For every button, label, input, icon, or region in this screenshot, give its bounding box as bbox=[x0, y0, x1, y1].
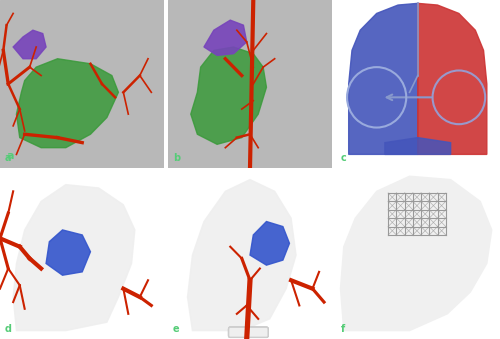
Text: d: d bbox=[5, 324, 12, 334]
Polygon shape bbox=[188, 180, 296, 331]
Polygon shape bbox=[250, 221, 290, 265]
Text: a: a bbox=[5, 153, 12, 163]
Text: f: f bbox=[340, 324, 344, 334]
Text: e: e bbox=[172, 324, 180, 334]
Polygon shape bbox=[46, 230, 90, 275]
Polygon shape bbox=[13, 185, 135, 331]
Polygon shape bbox=[385, 138, 450, 154]
Text: a: a bbox=[6, 151, 14, 161]
Polygon shape bbox=[418, 3, 487, 154]
Polygon shape bbox=[340, 176, 492, 331]
FancyBboxPatch shape bbox=[228, 327, 268, 337]
Text: c: c bbox=[340, 153, 346, 163]
Polygon shape bbox=[16, 59, 118, 148]
Polygon shape bbox=[204, 20, 246, 55]
Polygon shape bbox=[0, 0, 164, 168]
Text: b: b bbox=[172, 153, 180, 163]
FancyBboxPatch shape bbox=[228, 327, 268, 337]
FancyBboxPatch shape bbox=[228, 327, 268, 337]
FancyBboxPatch shape bbox=[228, 327, 268, 337]
FancyBboxPatch shape bbox=[228, 327, 268, 337]
Polygon shape bbox=[13, 30, 46, 59]
Polygon shape bbox=[168, 0, 332, 168]
Polygon shape bbox=[348, 3, 418, 154]
Polygon shape bbox=[191, 47, 266, 144]
